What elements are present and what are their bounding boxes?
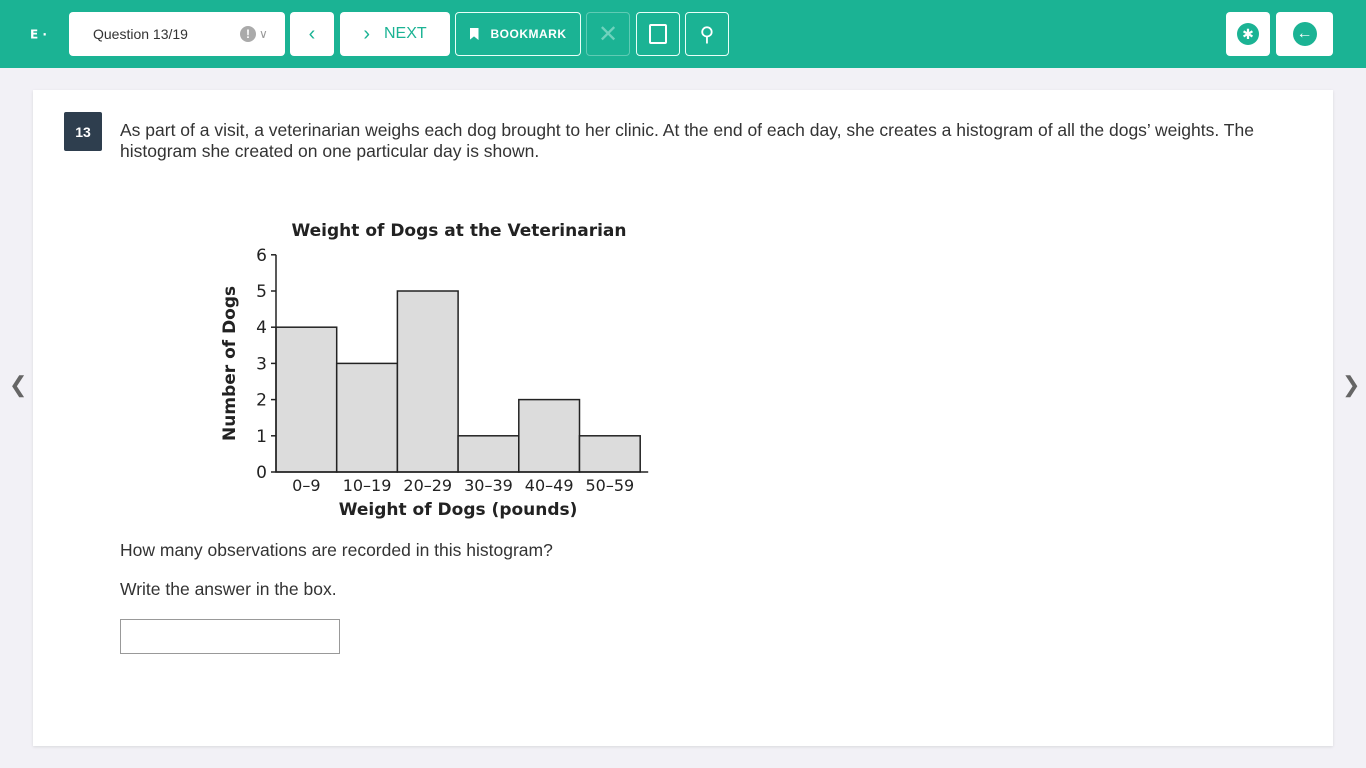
histogram-bar — [578, 435, 641, 473]
x-tick-label: 30–39 — [464, 476, 513, 495]
arrow-left-circle-icon: ← — [1292, 22, 1317, 46]
x-tick-label: 0–9 — [292, 476, 320, 495]
answer-input[interactable] — [120, 619, 340, 654]
next-button[interactable]: › NEXT — [340, 12, 450, 56]
y-tick-label: 1 — [256, 427, 267, 447]
x-tick-label: 50–59 — [585, 476, 634, 495]
magnifier-icon: ⚲ — [699, 23, 715, 46]
chart-title: Weight of Dogs at the Veterinarian — [292, 221, 627, 241]
previous-page-arrow[interactable]: ❮ — [9, 372, 28, 397]
eliminate-button[interactable]: ✕ — [586, 12, 630, 56]
chevron-down-icon: ∨ — [259, 27, 268, 41]
next-label: NEXT — [384, 25, 427, 42]
bookmark-label: BOOKMARK — [490, 27, 567, 41]
histogram: Weight of Dogs at the Veterinarian Number… — [220, 221, 649, 520]
histogram-bar — [335, 362, 399, 473]
histogram-bar — [518, 398, 581, 473]
bookmark-icon — [469, 28, 479, 40]
flag-alert-icon: ! — [240, 26, 256, 42]
chevron-left-icon: ‹ — [308, 22, 316, 45]
y-tick-label: 5 — [256, 282, 267, 302]
question-prompt: How many observations are recorded in th… — [120, 540, 553, 560]
x-tick-label: 20–29 — [403, 476, 452, 495]
x-tick-label: 40–49 — [525, 476, 574, 495]
instruction-text: Write the answer in the box. — [120, 579, 337, 599]
question-selector[interactable]: Question 13/19 ! ∨ — [69, 12, 285, 56]
notepad-icon — [649, 24, 667, 44]
question-stem: As part of a visit, a veterinarian weigh… — [120, 120, 1254, 161]
y-axis-label: Number of Dogs — [220, 286, 240, 441]
logo: E · — [30, 27, 47, 42]
histogram-bar — [396, 290, 459, 473]
accessibility-icon: ✱ — [1237, 23, 1259, 45]
histogram-bar — [457, 435, 520, 473]
next-page-arrow[interactable]: ❯ — [1342, 372, 1361, 397]
question-selector-label: Question 13/19 — [93, 26, 188, 42]
y-tick-label: 3 — [256, 354, 267, 374]
question-card: 13 As part of a visit, a veterinarian we… — [33, 90, 1333, 746]
histogram-bar — [275, 326, 338, 473]
top-toolbar: E · Question 13/19 ! ∨ ‹ › NEXT BOOKMARK … — [0, 0, 1366, 68]
bookmark-button[interactable]: BOOKMARK — [455, 12, 581, 56]
close-icon: ✕ — [597, 20, 619, 48]
previous-button[interactable]: ‹ — [290, 12, 334, 56]
x-tick-label: 10–19 — [343, 476, 392, 495]
accessibility-button[interactable]: ✱ — [1226, 12, 1270, 56]
y-tick-label: 2 — [256, 391, 267, 411]
question-number-badge: 13 — [64, 112, 102, 151]
notepad-button[interactable] — [636, 12, 680, 56]
y-tick-label: 4 — [256, 318, 267, 338]
y-tick-label: 0 — [256, 463, 267, 483]
zoom-button[interactable]: ⚲ — [685, 12, 729, 56]
exit-button[interactable]: ← — [1276, 12, 1333, 56]
y-tick-label: 6 — [256, 246, 267, 266]
chevron-right-icon: › — [363, 22, 370, 45]
x-axis-label: Weight of Dogs (pounds) — [339, 500, 578, 520]
